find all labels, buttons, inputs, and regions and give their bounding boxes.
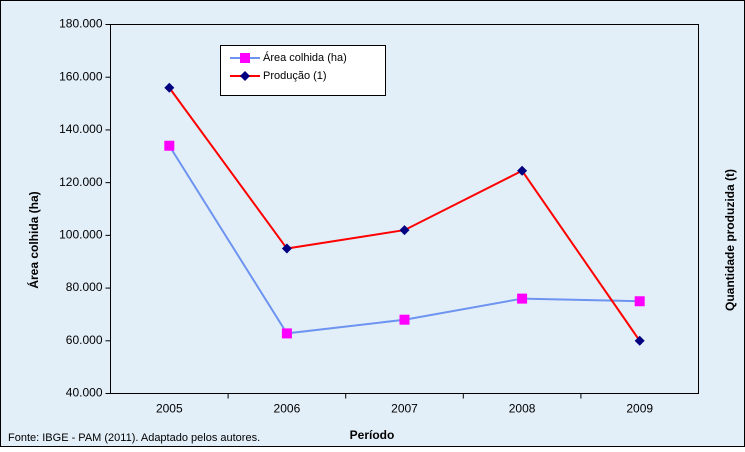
y-tick-label: 140.000 (59, 122, 103, 136)
x-tick-label: 2006 (274, 402, 301, 416)
point (517, 165, 528, 176)
legend-label: Área colhida (ha) (263, 51, 347, 64)
source-note: Fonte: IBGE - PAM (2011). Adaptado pelos… (8, 432, 260, 444)
y-tick-label: 40.000 (66, 386, 103, 400)
point (164, 82, 175, 93)
x-tick-label: 2005 (156, 402, 183, 416)
plot-area (110, 24, 699, 394)
point (164, 140, 175, 151)
y-tick-label: 180.000 (59, 17, 103, 31)
point (240, 71, 250, 81)
x-tick-label: 2009 (626, 402, 653, 416)
point (634, 335, 645, 346)
y-tick-label: 80.000 (66, 280, 103, 294)
point (281, 243, 292, 254)
point (281, 328, 292, 339)
y-tick-label: 160.000 (59, 69, 103, 83)
x-tick-label: 2007 (391, 402, 418, 416)
x-axis-label: Período (350, 428, 395, 442)
y-tick-label: 60.000 (66, 333, 103, 347)
y-tick-label: 100.000 (59, 228, 103, 242)
legend-label: Produção (1) (263, 70, 327, 82)
x-tick-label: 2008 (509, 402, 536, 416)
point (240, 53, 250, 63)
point (399, 314, 410, 325)
y2-axis-label: Quantidade produzida (t) (723, 169, 737, 311)
point (634, 296, 645, 307)
point (517, 293, 528, 304)
y-axis-label: Área colhida (ha) (26, 191, 41, 288)
point (399, 225, 410, 236)
y-tick-label: 120.000 (59, 175, 103, 189)
